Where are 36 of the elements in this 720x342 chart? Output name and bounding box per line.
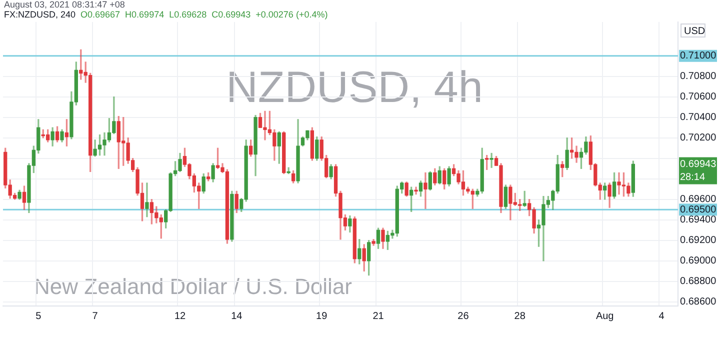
y-tick-label: 0.70400: [680, 112, 717, 124]
text: 28:14: [680, 172, 706, 183]
x-tick-label: 21: [372, 310, 384, 322]
y-tick-label: 0.69600: [680, 194, 717, 206]
y-tick-label: 0.70600: [680, 92, 717, 103]
x-tick-label: 14: [231, 310, 243, 322]
text: FX:NZDUSD, 240: [4, 9, 76, 20]
text: O0.69667: [80, 9, 120, 20]
x-tick-label: 12: [174, 310, 186, 322]
y-tick-label: 0.69000: [680, 256, 717, 267]
text: USD: [684, 26, 706, 37]
text: +0.00276 (+0.4%): [256, 9, 328, 20]
ref-line-label: 0.69500: [680, 204, 717, 216]
x-tick-label: 4: [658, 310, 665, 322]
ref-line-label: 0.71000: [680, 50, 717, 62]
y-tick-label: 0.68800: [680, 276, 717, 288]
y-tick-label: 0.69400: [680, 214, 717, 226]
x-tick-label: Aug: [596, 310, 614, 322]
text: H0.69974: [125, 9, 164, 20]
x-tick-label: 26: [458, 310, 470, 322]
candlestick: [490, 152, 494, 168]
candlestick: [424, 172, 428, 209]
text: August 03, 2021 08:31:47 +08: [4, 0, 125, 10]
candlestick: [414, 186, 418, 195]
y-tick-label: 0.69200: [680, 235, 717, 246]
y-tick-label: 0.70200: [680, 132, 717, 144]
y-tick-label: 0.70800: [680, 71, 717, 82]
text: C0.69943: [212, 9, 251, 20]
text: 0.69943: [680, 158, 717, 170]
y-tick-label: 0.68600: [680, 296, 717, 308]
x-tick-label: 5: [36, 310, 42, 322]
text: L0.69628: [169, 9, 207, 20]
candlestick: [145, 182, 149, 218]
x-tick-label: 7: [92, 310, 98, 322]
x-tick-label: 19: [316, 310, 328, 322]
x-tick-label: 28: [514, 310, 526, 322]
